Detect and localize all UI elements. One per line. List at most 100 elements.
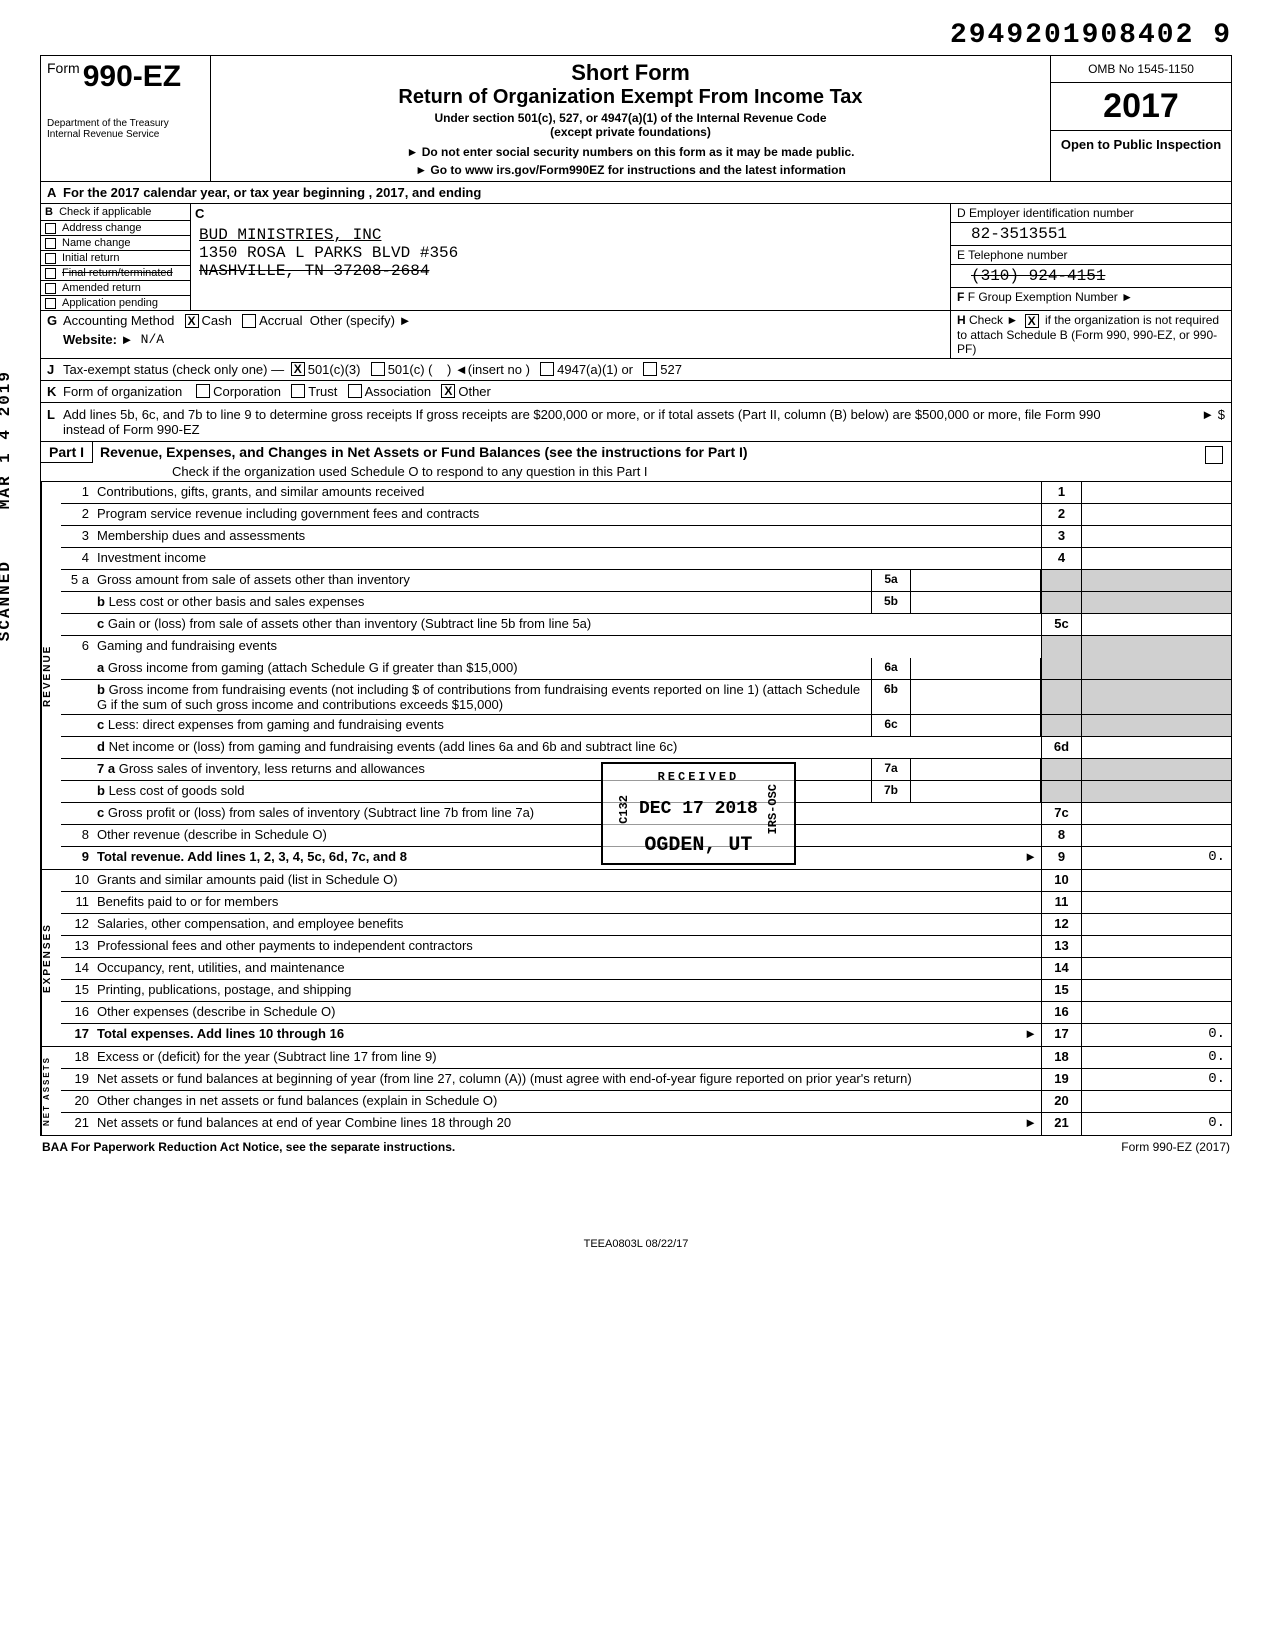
line-16: 16Other expenses (describe in Schedule O… (61, 1002, 1231, 1024)
line-10: 10Grants and similar amounts paid (list … (61, 870, 1231, 892)
title-goto: ► Go to www irs.gov/Form990EZ for instru… (219, 163, 1042, 177)
title-return: Return of Organization Exempt From Incom… (219, 86, 1042, 109)
chk-trust[interactable] (291, 384, 305, 398)
line-11: 11Benefits paid to or for members11 (61, 892, 1231, 914)
line-4: 4Investment income4 (61, 548, 1231, 570)
f-row: F F Group Exemption Number ► (951, 288, 1231, 306)
g-label: Accounting Method (63, 313, 174, 328)
dept-treasury: Department of the Treasury Internal Reve… (47, 118, 204, 140)
line-2: 2Program service revenue including gover… (61, 504, 1231, 526)
stamp-code: C132 (617, 795, 631, 824)
stamp-rsosc: IRS-OSC (766, 784, 780, 834)
row-j: J Tax-exempt status (check only one) — X… (40, 359, 1232, 381)
part-1-checkbox[interactable] (1205, 446, 1223, 464)
chk-527[interactable] (643, 362, 657, 376)
phone-value: (310) 924-4151 (951, 265, 1231, 288)
chk-schedule-b[interactable]: X (1025, 314, 1039, 328)
side-netassets: NET ASSETS (41, 1047, 61, 1135)
part-1-title: Revenue, Expenses, and Changes in Net As… (92, 442, 1197, 462)
title-donot: ► Do not enter social security numbers o… (219, 145, 1042, 159)
stamp-date: DEC 17 2018 (639, 799, 758, 819)
section-gh: G Accounting Method X Cash Accrual Other… (40, 311, 1232, 359)
chk-name-change[interactable]: Name change (41, 235, 190, 250)
line-5c: c Gain or (loss) from sale of assets oth… (61, 614, 1231, 636)
b-header: Check if applicable (59, 206, 151, 218)
part-1-label: Part I (40, 441, 93, 463)
chk-accrual[interactable] (242, 314, 256, 328)
line-15: 15Printing, publications, postage, and s… (61, 980, 1231, 1002)
chk-final-return[interactable]: Final return/terminated (41, 265, 190, 280)
line-3: 3Membership dues and assessments3 (61, 526, 1231, 548)
d-label: D Employer identification number (951, 204, 1231, 223)
footer-form: Form 990-EZ (2017) (1121, 1140, 1230, 1154)
chk-other-org[interactable]: X (441, 384, 455, 398)
stamp-place: OGDEN, UT (617, 834, 780, 857)
received-date-side: MAR 1 4 2019 (0, 370, 14, 509)
row-a-text: For the 2017 calendar year, or tax year … (63, 185, 481, 200)
chk-address-change[interactable]: Address change (41, 220, 190, 235)
part-1-table: RECEIVED C132 DEC 17 2018 IRS-OSC OGDEN,… (40, 482, 1232, 1136)
line-1: 1Contributions, gifts, grants, and simil… (61, 482, 1231, 504)
column-c: C BUD MINISTRIES, INC 1350 ROSA L PARKS … (191, 204, 951, 310)
row-l-text: Add lines 5b, 6c, and 7b to line 9 to de… (63, 407, 1105, 437)
row-k: K Form of organization Corporation Trust… (40, 381, 1232, 403)
footer: BAA For Paperwork Reduction Act Notice, … (40, 1136, 1232, 1158)
ein-value: 82-3513551 (951, 223, 1231, 246)
line-6c: c Less: direct expenses from gaming and … (61, 715, 1231, 737)
chk-assoc[interactable] (348, 384, 362, 398)
e-label: E Telephone number (951, 246, 1231, 265)
line-18: 18Excess or (deficit) for the year (Subt… (61, 1047, 1231, 1069)
line-5a: 5 aGross amount from sale of assets othe… (61, 570, 1231, 592)
chk-amended-return[interactable]: Amended return (41, 280, 190, 295)
line-20: 20Other changes in net assets or fund ba… (61, 1091, 1231, 1113)
dln-number: 2949201908402 9 (40, 20, 1232, 51)
form-header: Form 990-EZ Department of the Treasury I… (40, 55, 1232, 182)
line-21: 21Net assets or fund balances at end of … (61, 1113, 1231, 1135)
org-address: 1350 ROSA L PARKS BLVD #356 (199, 244, 942, 262)
line-6a: a Gross income from gaming (attach Sched… (61, 658, 1231, 680)
org-city: NASHVILLE, TN 37208-2684 (199, 262, 942, 280)
row-a: A For the 2017 calendar year, or tax yea… (40, 182, 1232, 204)
form-prefix: Form (47, 60, 80, 76)
f-label: F Group Exemption Number (968, 290, 1118, 304)
title-except: (except private foundations) (219, 125, 1042, 139)
irs-stamp: RECEIVED C132 DEC 17 2018 IRS-OSC OGDEN,… (601, 762, 796, 865)
side-expenses: EXPENSES (41, 870, 61, 1046)
f-arrow: ► (1121, 290, 1133, 304)
part-1-sub: Check if the organization used Schedule … (92, 462, 1197, 481)
title-under: Under section 501(c), 527, or 4947(a)(1)… (219, 111, 1042, 125)
website-label: Website: ► (63, 332, 133, 347)
teea-code: TEEA0803L 08/22/17 (40, 1238, 1232, 1250)
scanned-stamp: SCANNED (0, 560, 14, 641)
row-website: Website: ► N/A (41, 330, 950, 349)
website-value: N/A (141, 332, 164, 347)
line-6b: b Gross income from fundraising events (… (61, 680, 1231, 715)
form-number: 990-EZ (83, 60, 181, 93)
chk-cash[interactable]: X (185, 314, 199, 328)
tax-year: 2017 (1051, 83, 1231, 131)
line-6: 6Gaming and fundraising events (61, 636, 1231, 658)
open-inspection: Open to Public Inspection (1051, 131, 1231, 181)
column-def: D Employer identification number 82-3513… (951, 204, 1231, 310)
chk-corp[interactable] (196, 384, 210, 398)
title-short: Short Form (219, 60, 1042, 86)
row-l: L Add lines 5b, 6c, and 7b to line 9 to … (40, 403, 1232, 442)
omb-number: OMB No 1545-1150 (1051, 56, 1231, 83)
line-13: 13Professional fees and other payments t… (61, 936, 1231, 958)
chk-501c[interactable] (371, 362, 385, 376)
line-19: 19Net assets or fund balances at beginni… (61, 1069, 1231, 1091)
chk-app-pending[interactable]: Application pending (41, 295, 190, 310)
line-12: 12Salaries, other compensation, and empl… (61, 914, 1231, 936)
column-b: B Check if applicable Address change Nam… (41, 204, 191, 310)
chk-4947[interactable] (540, 362, 554, 376)
footer-baa: BAA For Paperwork Reduction Act Notice, … (42, 1140, 455, 1154)
section-bcdef: B Check if applicable Address change Nam… (40, 204, 1232, 311)
side-revenue: REVENUE (41, 482, 61, 869)
chk-initial-return[interactable]: Initial return (41, 250, 190, 265)
chk-501c3[interactable]: X (291, 362, 305, 376)
c-label: C (195, 206, 204, 221)
line-14: 14Occupancy, rent, utilities, and mainte… (61, 958, 1231, 980)
line-17: 17Total expenses. Add lines 10 through 1… (61, 1024, 1231, 1046)
row-l-amt: ► $ (1105, 407, 1225, 437)
part-1-header: Part I Revenue, Expenses, and Changes in… (40, 442, 1232, 482)
